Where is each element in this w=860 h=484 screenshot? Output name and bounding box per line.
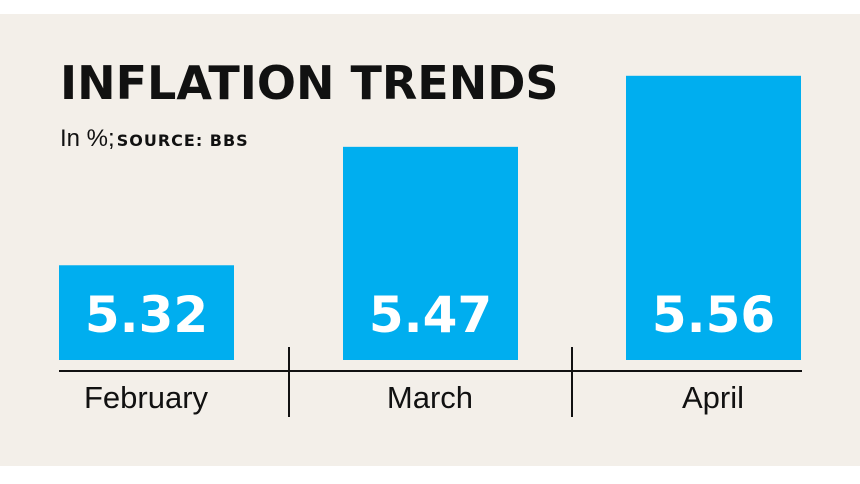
category-label-march: March — [387, 380, 473, 415]
bar-march — [343, 146, 518, 360]
value-label: 5.47 — [369, 286, 492, 344]
bars: 5.32 5.47 5.56 — [59, 75, 801, 360]
value-label: 5.32 — [85, 286, 208, 344]
value-label: 5.56 — [652, 286, 775, 344]
unit-label: In %; — [60, 125, 115, 152]
category-labels: February March April — [84, 380, 744, 415]
chart-subtitle: In %; SOURCE: BBS — [60, 127, 249, 151]
bar-april — [626, 75, 801, 360]
x-axis — [59, 347, 802, 417]
chart-title: INFLATION TRENDS — [60, 56, 559, 110]
bar-february — [59, 265, 234, 360]
source-label: SOURCE: BBS — [116, 131, 249, 150]
category-label-february: February — [84, 380, 209, 415]
category-label-april: April — [682, 380, 744, 415]
